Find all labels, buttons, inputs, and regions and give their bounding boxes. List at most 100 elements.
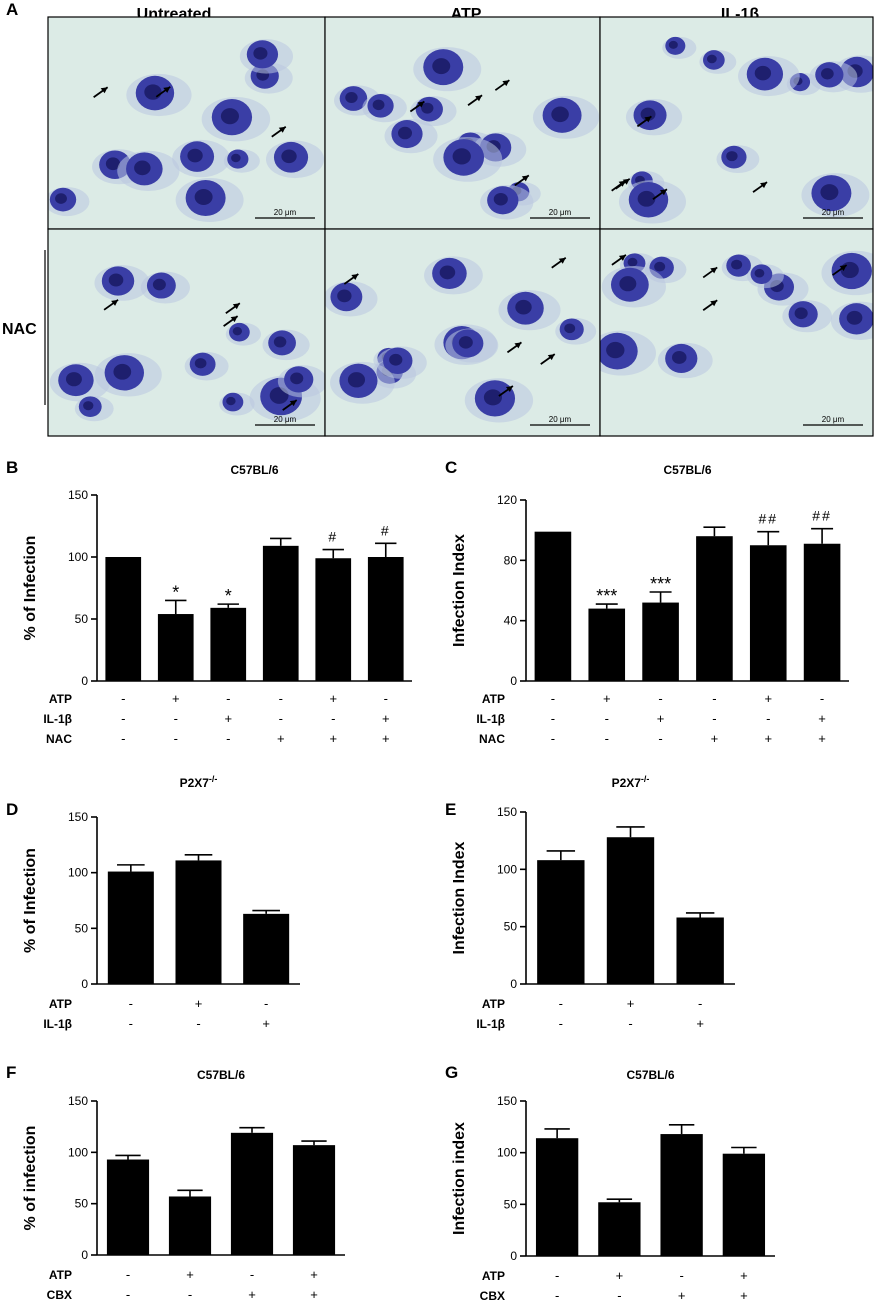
panel-letter-d: D [6, 800, 19, 819]
cell-nucleus [273, 336, 287, 348]
condition-sign: + [262, 1016, 270, 1031]
y-axis-label: % of infection [22, 1126, 39, 1231]
cell-nucleus [372, 99, 385, 111]
condition-sign: + [195, 996, 203, 1011]
cell-nucleus [726, 151, 738, 162]
bar [588, 608, 626, 681]
cell-nucleus [194, 358, 207, 369]
bar [168, 1196, 212, 1255]
y-tick-label: 0 [81, 1248, 88, 1262]
chart-e: P2X7-/- Infection Index 0 50 100 150 ATP - + - IL-… [451, 774, 735, 1031]
chart-title: C57BL/6 [230, 463, 278, 477]
condition-label: IL-1β [476, 712, 505, 726]
arrowhead-icon [111, 299, 119, 306]
condition-label: ATP [482, 997, 505, 1011]
panel-letter-c: C [445, 458, 458, 477]
scale-bar-label: 20 μm [549, 415, 572, 424]
row-label: NAC [2, 321, 37, 338]
bar [210, 607, 247, 681]
y-tick-label: 0 [510, 674, 517, 688]
cell-nucleus [187, 148, 203, 163]
bar [105, 557, 142, 681]
arrowhead-icon [514, 342, 522, 349]
cell-nucleus [389, 353, 403, 366]
arrowhead-icon [475, 95, 483, 102]
condition-sign: - [551, 711, 555, 726]
cell-nucleus [794, 307, 808, 320]
y-tick-label: 50 [75, 921, 89, 935]
cell-nucleus [731, 259, 743, 270]
significance-label: *** [596, 586, 617, 606]
condition-sign: + [186, 1267, 194, 1282]
y-tick-label: 120 [497, 493, 517, 507]
condition-sign: + [740, 1288, 748, 1303]
condition-label: NAC [46, 732, 72, 746]
condition-sign: - [628, 1016, 632, 1031]
cell-nucleus [551, 106, 569, 123]
chart-g: C57BL/6 Infection index 0 50 100 150 ATP - + - + CB… [451, 1068, 775, 1303]
condition-sign: + [616, 1268, 624, 1283]
scale-bar-label: 20 μm [274, 415, 297, 424]
chart-d: P2X7-/- % of Infection 0 50 100 150 ATP - + - IL-1… [22, 774, 300, 1031]
y-tick-label: 100 [497, 1146, 517, 1160]
cell-nucleus [337, 289, 352, 303]
y-axis-label: Infection index [451, 1122, 468, 1235]
cell-nucleus [144, 84, 162, 100]
y-tick-label: 50 [504, 920, 518, 934]
bar [175, 860, 222, 984]
condition-sign: + [627, 996, 635, 1011]
micrograph-tile: 20 μm [324, 16, 601, 230]
condition-sign: - [279, 711, 283, 726]
condition-sign: - [129, 996, 133, 1011]
bar [537, 860, 585, 984]
y-axis-label: Infection Index [451, 841, 468, 954]
bar [292, 1145, 336, 1255]
condition-sign: - [126, 1267, 130, 1282]
cell-nucleus [290, 372, 304, 385]
cell-nucleus [65, 372, 82, 387]
condition-sign: + [740, 1268, 748, 1283]
condition-sign: + [818, 711, 826, 726]
cell-nucleus [627, 257, 638, 267]
significance-label: # [328, 529, 338, 545]
bar [696, 536, 733, 681]
y-tick-label: 0 [81, 977, 88, 991]
significance-label: # [381, 522, 391, 538]
chart-title: P2X7-/- [612, 774, 650, 790]
cell-nucleus [421, 102, 434, 114]
condition-sign: + [277, 731, 285, 746]
y-tick-label: 150 [68, 488, 88, 502]
condition-sign: - [384, 691, 388, 706]
condition-sign: - [226, 731, 230, 746]
y-tick-label: 80 [504, 553, 518, 567]
condition-sign: - [174, 731, 178, 746]
arrowhead-icon [289, 400, 297, 407]
condition-sign: - [605, 711, 609, 726]
condition-sign: - [188, 1287, 192, 1302]
cell-nucleus [134, 160, 151, 176]
cell-nucleus [220, 108, 239, 125]
condition-sign: - [121, 711, 125, 726]
condition-sign: - [617, 1288, 621, 1303]
cell-nucleus [55, 193, 67, 204]
chart-title: P2X7-/- [180, 774, 218, 790]
cell-nucleus [515, 299, 532, 315]
significance-label: *** [650, 574, 671, 594]
condition-sign: - [712, 691, 716, 706]
arrowhead-icon [547, 354, 555, 361]
condition-sign: + [764, 691, 772, 706]
cell-nucleus [194, 188, 213, 205]
significance-label: ## [758, 511, 778, 527]
condition-sign: + [248, 1287, 256, 1302]
scale-bar-label: 20 μm [822, 208, 845, 217]
chart-f: C57BL/6 % of infection 0 50 100 150 ATP - + - + CBX… [22, 1068, 345, 1302]
condition-label: ATP [482, 692, 505, 706]
condition-label: IL-1β [43, 712, 72, 726]
cell-nucleus [226, 396, 236, 406]
condition-sign: - [264, 996, 268, 1011]
y-tick-label: 150 [497, 1094, 517, 1108]
chart-c: C57BL/6 Infection Index 0 40 80 120 *** *** ## ##… [451, 463, 849, 746]
cell-nucleus [281, 149, 297, 164]
cell-nucleus [108, 273, 124, 287]
arrowhead-icon [760, 182, 768, 189]
